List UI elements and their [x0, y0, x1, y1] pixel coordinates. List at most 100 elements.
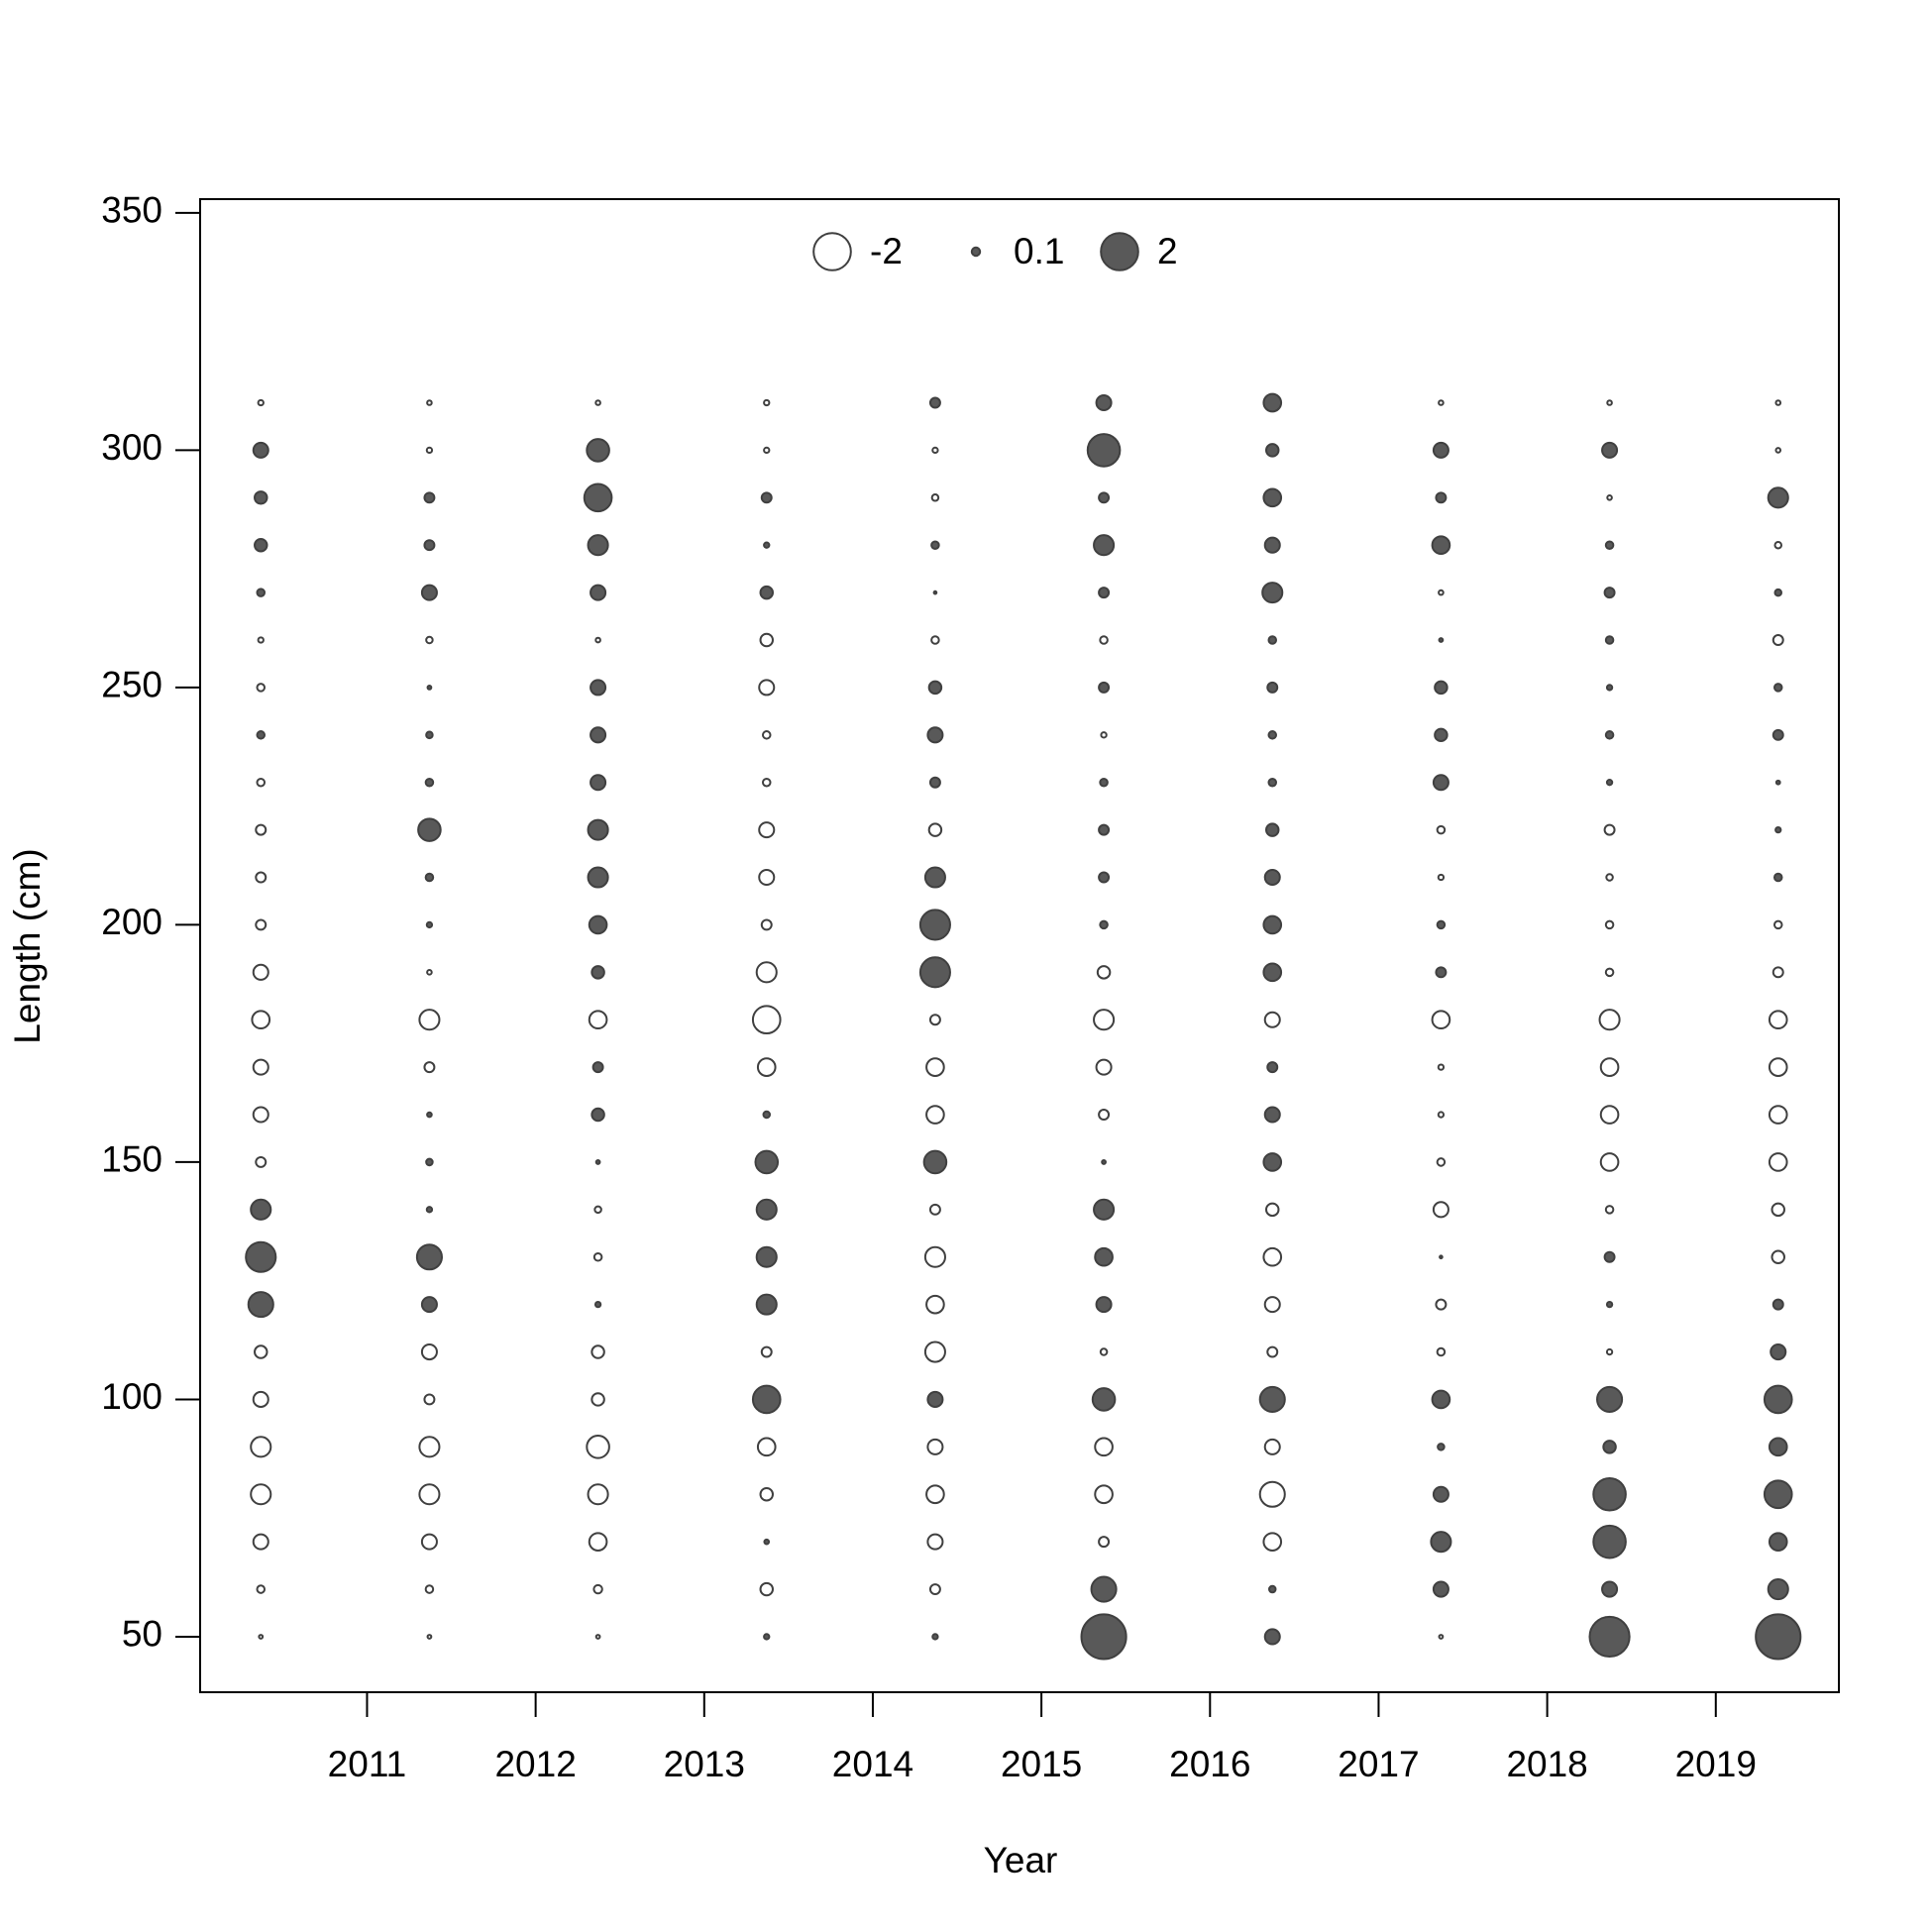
bubble: [1588, 1615, 1631, 1659]
bubble: [590, 726, 607, 744]
bubble: [1605, 1347, 1614, 1356]
bubble: [1437, 1063, 1446, 1071]
bubble: [1262, 487, 1283, 508]
bubble: [594, 1634, 601, 1640]
bubble: [590, 1344, 605, 1359]
legend-marker: [970, 246, 982, 258]
bubble: [1602, 1440, 1617, 1454]
bubble: [588, 1532, 608, 1552]
bubble: [1763, 1479, 1793, 1510]
bubble: [928, 1203, 941, 1216]
bubble: [1432, 1485, 1449, 1503]
bubble: [760, 491, 773, 504]
bubble: [1267, 635, 1278, 645]
bubble: [418, 1483, 441, 1506]
bubble: [1262, 962, 1283, 983]
bubble: [1099, 919, 1109, 930]
bubble: [925, 1294, 945, 1315]
bubble: [1099, 777, 1109, 788]
bubble: [756, 1437, 777, 1457]
bubble: [1605, 779, 1614, 787]
bubble: [1267, 730, 1278, 740]
bubble: [761, 777, 772, 788]
bubble: [755, 1198, 778, 1221]
y-axis-label: Length (cm): [7, 848, 48, 1043]
bubble: [1768, 1152, 1788, 1172]
bubble: [751, 1384, 782, 1415]
bubble: [590, 774, 607, 792]
bubble: [256, 730, 267, 740]
bubble: [1431, 535, 1451, 556]
bubble: [590, 584, 607, 601]
bubble: [926, 726, 944, 744]
bubble: [1606, 399, 1613, 406]
y-tick-label: 200: [101, 902, 162, 942]
bubble: [247, 1291, 274, 1319]
bubble: [1098, 681, 1111, 694]
bubble: [930, 635, 940, 645]
bubble: [1774, 399, 1782, 406]
legend-marker: [1100, 232, 1139, 271]
bubble: [1098, 587, 1111, 599]
bubble: [754, 1149, 780, 1175]
bubble: [755, 961, 778, 984]
bubble: [760, 1345, 773, 1358]
bubble: [759, 632, 774, 648]
y-tick-label: 50: [122, 1614, 162, 1655]
bubble: [760, 918, 773, 931]
bubble: [424, 872, 435, 883]
bubble: [1095, 1058, 1113, 1076]
bubble: [755, 1293, 778, 1316]
x-axis-label: Year: [984, 1840, 1058, 1880]
bubble: [1770, 1343, 1787, 1361]
bubble: [588, 1010, 608, 1030]
bubble: [252, 1058, 269, 1076]
bubble: [1267, 1584, 1277, 1594]
bubble: [925, 1057, 945, 1077]
bubble: [1772, 683, 1783, 693]
bubble: [1095, 393, 1113, 412]
legend-label: -2: [870, 231, 903, 271]
bubble: [1436, 824, 1447, 835]
bubble: [751, 1005, 782, 1035]
bubble: [930, 493, 940, 502]
x-tick-label: 2013: [664, 1744, 745, 1784]
bubble: [1093, 1198, 1116, 1221]
bubble: [927, 822, 943, 837]
bubble: [1604, 635, 1615, 645]
bubble: [251, 1010, 271, 1030]
bubble: [928, 1014, 941, 1026]
bubble: [425, 635, 434, 645]
bubble: [424, 777, 435, 788]
bubble: [1094, 1484, 1114, 1505]
bubble: [415, 1243, 443, 1271]
bubble: [1604, 730, 1615, 740]
bubble: [252, 1390, 269, 1408]
bubble: [1772, 919, 1783, 930]
bubble: [931, 1633, 939, 1641]
bubble: [1432, 441, 1449, 459]
bubble: [587, 818, 609, 841]
bubble: [1263, 868, 1281, 887]
bubble: [1436, 1346, 1447, 1357]
bubble: [926, 1533, 944, 1551]
bubble: [930, 540, 940, 550]
bubble: [587, 1483, 609, 1506]
bubble: [918, 909, 951, 941]
bubble: [927, 680, 943, 696]
bubble: [1099, 635, 1109, 645]
bubble: [1599, 1057, 1620, 1077]
bubble: [1767, 486, 1789, 509]
bubble: [254, 490, 268, 505]
bubble: [420, 584, 438, 601]
bubble: [593, 1300, 602, 1309]
bubble: [1263, 1438, 1281, 1455]
bubble: [756, 1057, 777, 1077]
bubble: [420, 1296, 438, 1314]
bubble: [590, 1392, 605, 1407]
bubble: [1596, 1385, 1624, 1413]
bubble: [594, 636, 601, 644]
bubble: [1767, 1578, 1789, 1601]
x-tick-label: 2018: [1506, 1744, 1587, 1784]
